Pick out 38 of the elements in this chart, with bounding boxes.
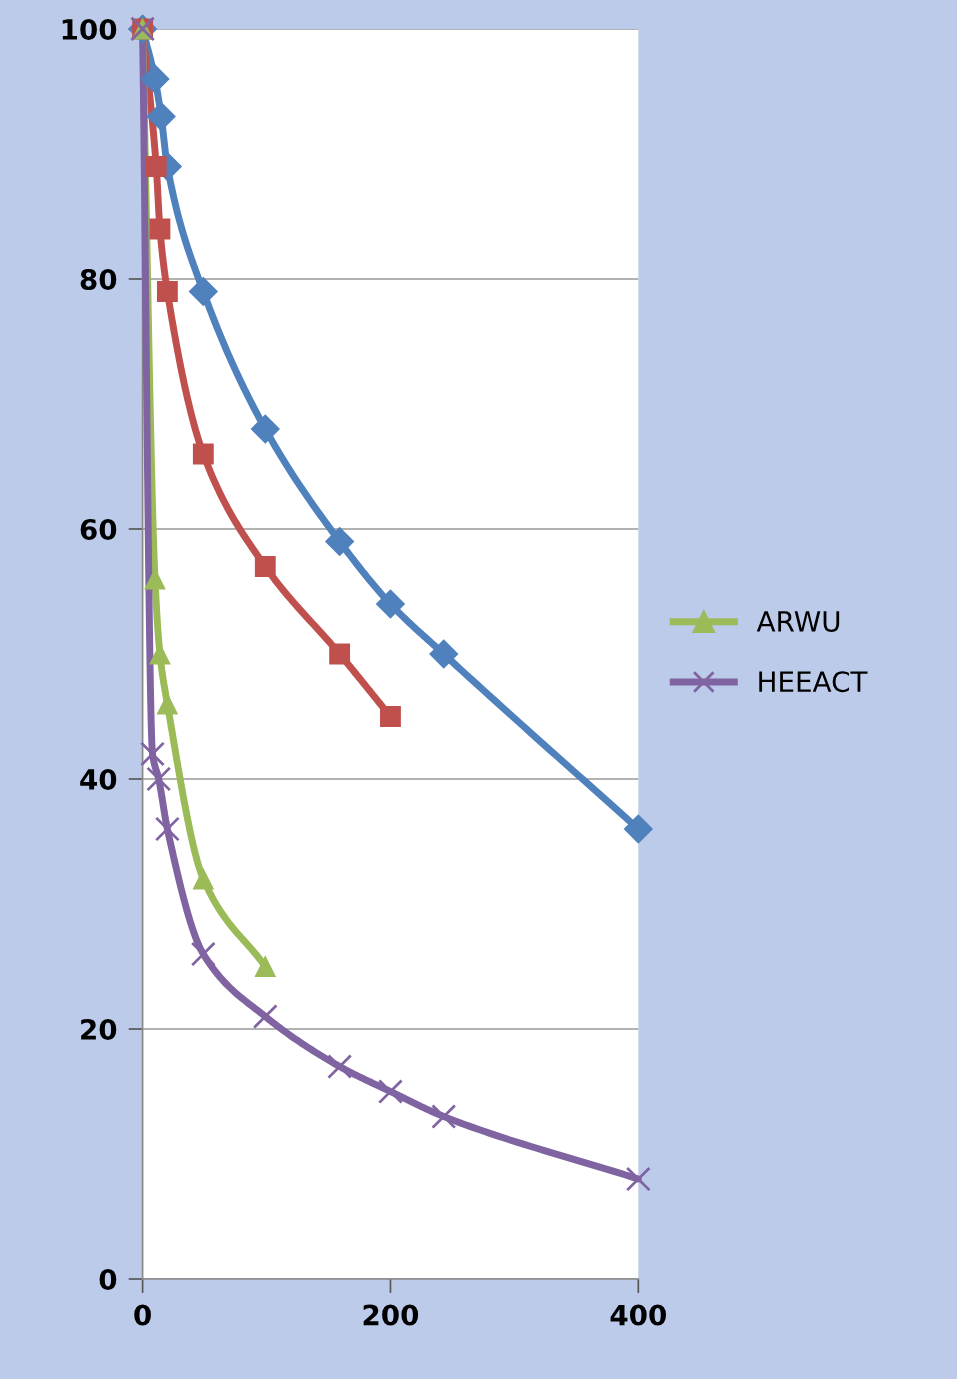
point xyxy=(250,414,280,444)
y-tick-label: 20 xyxy=(81,1018,117,1040)
point xyxy=(188,277,218,306)
y-tick-label: 100 xyxy=(62,18,117,40)
point xyxy=(429,639,459,669)
x-tick-label: 200 xyxy=(363,1304,419,1326)
point xyxy=(156,693,178,715)
y-tick-label: 60 xyxy=(80,518,117,540)
point xyxy=(192,443,214,465)
point xyxy=(325,527,355,556)
y-tick-label: 80 xyxy=(80,268,117,290)
point xyxy=(377,1079,403,1105)
point xyxy=(329,643,351,665)
point xyxy=(380,706,401,727)
point xyxy=(146,102,176,131)
legend-label: HEEACT xyxy=(759,671,868,693)
point xyxy=(431,1104,457,1130)
point xyxy=(623,814,653,844)
point xyxy=(254,956,276,977)
legend-label: ARWU xyxy=(756,611,840,632)
point xyxy=(190,941,216,967)
point xyxy=(140,64,170,94)
point xyxy=(156,281,178,302)
point xyxy=(145,156,167,177)
point xyxy=(254,556,276,577)
y-tick-label: 40 xyxy=(80,768,117,790)
x-tick-label: 400 xyxy=(610,1304,666,1326)
x-tick-label: 0 xyxy=(134,1304,151,1326)
point xyxy=(376,589,405,619)
point xyxy=(146,766,172,792)
point xyxy=(252,1004,278,1030)
point xyxy=(192,868,214,890)
point xyxy=(625,1166,651,1192)
point xyxy=(140,741,166,767)
point xyxy=(327,1054,353,1080)
point xyxy=(154,816,180,842)
y-tick-label: 0 xyxy=(99,1268,117,1290)
point xyxy=(149,218,171,240)
